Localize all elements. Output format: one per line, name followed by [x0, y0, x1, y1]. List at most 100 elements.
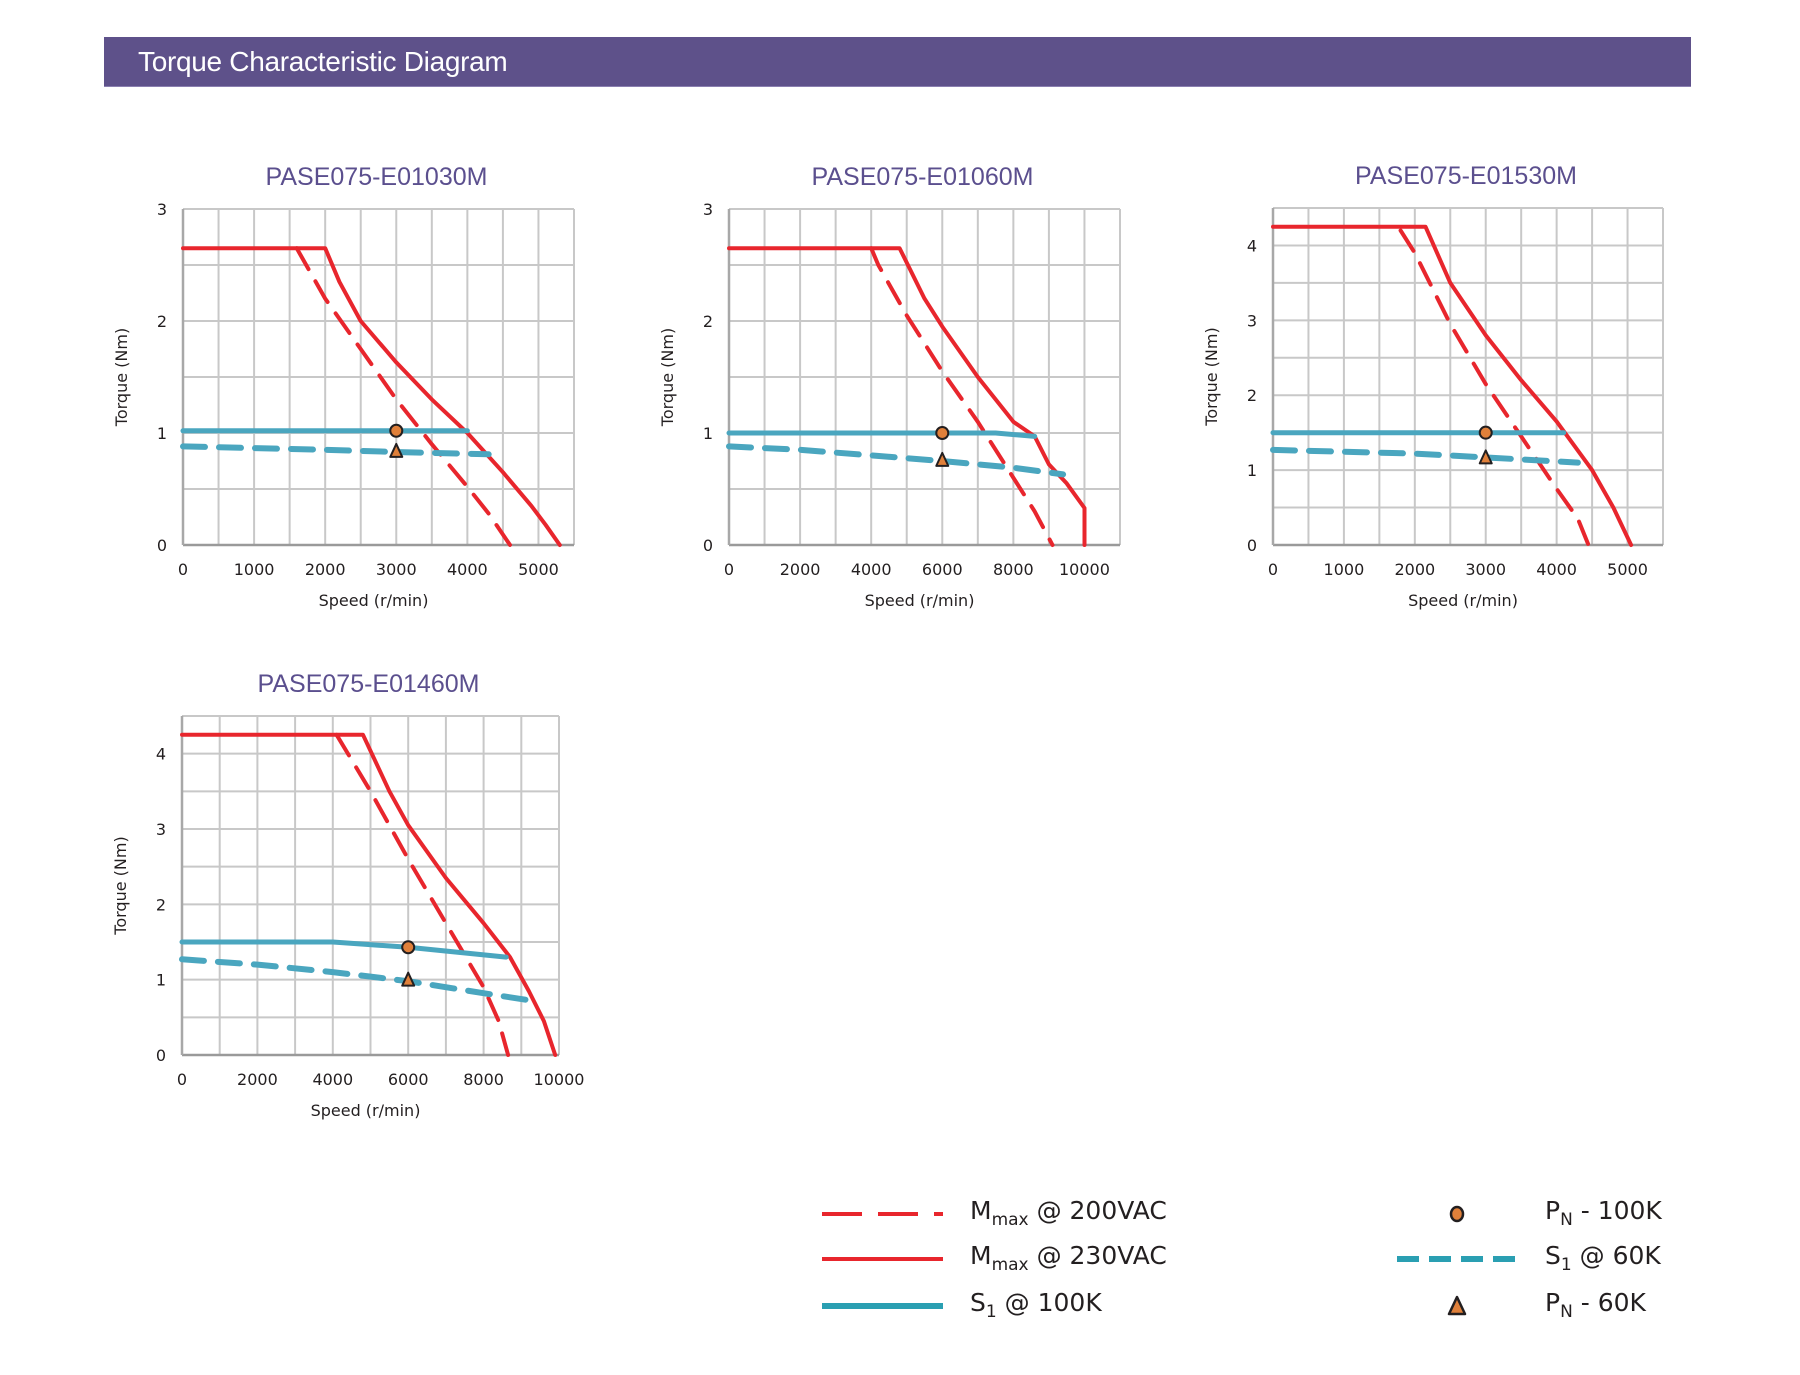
x-tick-label: 10000 — [534, 1070, 585, 1089]
y-axis-label: Torque (Nm) — [1202, 327, 1221, 426]
x-tick-label: 2000 — [1394, 560, 1435, 579]
x-tick-label: 4000 — [1536, 560, 1577, 579]
y-tick-label: 3 — [1247, 311, 1257, 330]
marker-pn-100k — [1478, 425, 1493, 440]
x-tick-label: 6000 — [922, 560, 963, 579]
y-tick-label: 2 — [157, 312, 167, 331]
legend-label-rest: @ 60K — [1571, 1241, 1661, 1270]
marker-pn-100k — [935, 426, 950, 440]
series-red-solid — [1271, 224, 1634, 547]
legend-label-rest: - 100K — [1572, 1196, 1662, 1225]
y-tick-label: 2 — [703, 312, 713, 331]
x-axis-label: Speed (r/min) — [1408, 591, 1518, 610]
legend-label-mmax200: Mmax @ 200VAC — [970, 1196, 1167, 1235]
series-teal-solid — [179, 939, 509, 960]
y-tick-label: 0 — [156, 1046, 166, 1065]
x-tick-label: 0 — [177, 1070, 187, 1089]
legend-label-rest: @ 100K — [996, 1288, 1102, 1317]
y-tick-label: 3 — [703, 200, 713, 219]
marker-pn-60k — [935, 451, 950, 467]
grid — [1271, 207, 1664, 547]
legend-label-main: M — [970, 1241, 992, 1270]
legend-label-subscript: max — [991, 1255, 1029, 1275]
legend-label-s1_100k: S1 @ 100K — [970, 1288, 1102, 1327]
x-tick-label: 10000 — [1059, 560, 1110, 579]
marker-pn-60k — [389, 442, 404, 458]
grid — [180, 715, 560, 1057]
series-red-solid — [727, 246, 1087, 547]
y-tick-label: 2 — [1247, 386, 1257, 405]
legend-symbol-pn_60k — [1447, 1295, 1467, 1316]
x-axis-label: Speed (r/min) — [865, 591, 975, 610]
chart-2: PASE075-E01060M 0 2000 4000 6000 8000 10000 0 1 2… — [658, 163, 1121, 610]
x-tick-label: 6000 — [388, 1070, 429, 1089]
y-axis-label: Torque (Nm) — [111, 836, 130, 935]
legend-label-pn_60k: PN - 60K — [1545, 1288, 1646, 1327]
series-teal-dashed — [179, 956, 536, 1004]
y-axis-label: Torque (Nm) — [658, 328, 677, 427]
x-tick-label: 3000 — [1465, 560, 1506, 579]
legend-symbol-pn_100k — [1449, 1205, 1465, 1223]
x-tick-label: 0 — [178, 560, 188, 579]
x-tick-label: 2000 — [305, 560, 346, 579]
series-red-solid — [181, 246, 562, 547]
marker-pn-100k — [389, 423, 404, 438]
x-tick-label: 4000 — [312, 1070, 353, 1089]
section-title: Torque Characteristic Diagram — [138, 46, 508, 77]
legend-label-subscript: 1 — [985, 1302, 997, 1322]
y-tick-label: 0 — [157, 536, 167, 555]
x-tick-label: 4000 — [447, 560, 488, 579]
grid — [727, 208, 1121, 547]
x-tick-label: 2000 — [780, 560, 821, 579]
series-teal-dashed — [726, 443, 1067, 478]
y-tick-label: 1 — [156, 971, 166, 990]
chart-title: PASE075-E01060M — [812, 163, 1034, 191]
legend-label-s1_60k: S1 @ 60K — [1545, 1241, 1661, 1280]
series-red-dashed — [294, 246, 512, 547]
series-teal-dashed — [1270, 446, 1581, 466]
marker-pn-60k — [401, 971, 416, 987]
legend-label-main: P — [1545, 1196, 1561, 1225]
y-tick-label: 1 — [1247, 461, 1257, 480]
x-tick-label: 4000 — [851, 560, 892, 579]
x-tick-label: 1000 — [1324, 560, 1365, 579]
series-red-solid — [180, 732, 558, 1057]
legend-label-rest: @ 200VAC — [1028, 1196, 1167, 1225]
orange-triangle-icon — [1447, 1295, 1467, 1316]
y-tick-label: 0 — [703, 536, 713, 555]
y-tick-label: 0 — [1247, 536, 1257, 555]
legend-label-subscript: N — [1560, 1210, 1573, 1230]
legend-label-subscript: max — [991, 1210, 1029, 1230]
x-tick-label: 5000 — [518, 560, 559, 579]
x-axis-label: Speed (r/min) — [319, 591, 429, 610]
x-tick-label: 1000 — [234, 560, 275, 579]
section-header: Torque Characteristic Diagram — [104, 37, 1691, 87]
series-red-dashed — [334, 732, 511, 1057]
marker-pn-100k — [401, 940, 416, 955]
chart-1: PASE075-E01030M 0 1000 2000 3000 4000 5000 0 1 2 3… — [112, 163, 575, 610]
x-tick-label: 0 — [724, 560, 734, 579]
x-tick-label: 8000 — [463, 1070, 504, 1089]
chart-title: PASE075-E01530M — [1355, 162, 1577, 190]
chart-3: PASE075-E01530M 0 1000 2000 3000 4000 5000 0 1 2 3… — [1202, 162, 1664, 610]
marker-pn-60k — [1478, 449, 1493, 465]
x-tick-label: 2000 — [237, 1070, 278, 1089]
x-tick-label: 3000 — [376, 560, 417, 579]
y-tick-label: 1 — [157, 424, 167, 443]
legend-label-main: P — [1545, 1288, 1561, 1317]
x-axis-label: Speed (r/min) — [311, 1101, 421, 1120]
series-red-dashed — [869, 246, 1055, 547]
chart-title: PASE075-E01030M — [266, 163, 488, 191]
y-tick-label: 3 — [156, 820, 166, 839]
legend-label-main: S — [970, 1288, 986, 1317]
y-axis-label: Torque (Nm) — [112, 328, 131, 427]
chart-title: PASE075-E01460M — [258, 670, 480, 698]
y-tick-label: 3 — [157, 200, 167, 219]
legend-label-subscript: 1 — [1560, 1255, 1572, 1275]
grid — [181, 208, 575, 547]
orange-circle-icon — [1449, 1205, 1465, 1223]
x-tick-label: 8000 — [993, 560, 1034, 579]
series-teal-solid — [726, 430, 1038, 439]
